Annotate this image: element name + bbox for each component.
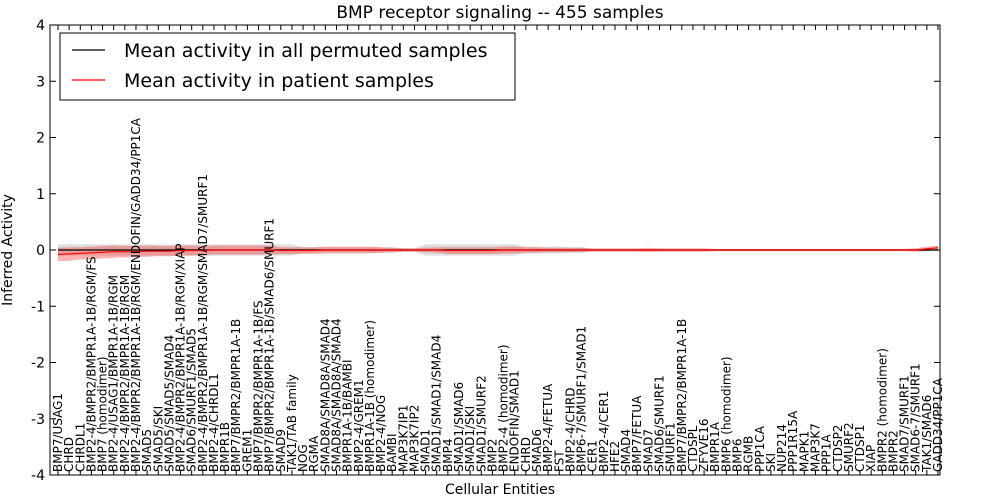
x-tick-label: BMPR2 (homodimer): [875, 348, 889, 472]
x-tick-label: BMPR1A-1B (homodimer): [363, 320, 377, 472]
x-tick-label: BMP4: [441, 439, 455, 472]
x-tick-label: SMAD7: [641, 429, 655, 472]
x-tick-label: PPP1A: [820, 434, 834, 472]
x-tick-label: SMAD4: [619, 429, 633, 472]
x-tick-label: SMAD1/SMAD1/SMAD4: [430, 335, 444, 472]
x-tick-label: ENDOFIN/SMAD1: [508, 370, 522, 472]
x-tick-label: XIAP: [864, 445, 878, 472]
x-tick-label: GREM1: [240, 429, 254, 472]
x-tick-label: BMP2-4/BMPR2/BMPR1A-1B/RGM: [118, 275, 132, 472]
x-tick-label: SMAD6/SMURF1: [653, 375, 667, 472]
y-tick-label: -4: [31, 468, 45, 484]
x-tick-label: ZFYVE16: [697, 418, 711, 472]
x-tick-label: SMURF1: [664, 422, 678, 472]
y-tick-label: -1: [31, 299, 45, 315]
legend: Mean activity in all permuted samples Me…: [59, 32, 516, 101]
x-tick-label: BMP6-7/SMURF1/SMAD1: [575, 326, 589, 472]
x-tick-label: CHRDL1: [73, 423, 87, 472]
x-tick-label: BMPR1A: [708, 421, 722, 472]
x-tick-label: BMP2: [485, 439, 499, 472]
x-tick-label: SMAD1/SKI: [463, 406, 477, 472]
x-tick-label: SMAD1: [419, 429, 433, 472]
x-tick-label: SMAD5/SMAD5/SMAD4: [162, 335, 176, 472]
x-tick-label: SMAD8A/SMAD8A/SMAD4: [318, 318, 332, 472]
x-tick-label: PPP1R15A: [786, 410, 800, 472]
x-tick-label: BMPR1A-1B/BAMBI: [341, 359, 355, 472]
x-tick-label: SMAD1/SMAD6: [452, 382, 466, 472]
x-tick-label: RGMB: [742, 436, 756, 472]
x-tick-label: BMP2-4/CHRDL1: [207, 373, 221, 472]
x-tick-label: SMAD8A/SMAD8A/SMAD4: [329, 318, 343, 472]
chart-title: BMP receptor signaling -- 455 samples: [336, 3, 663, 23]
x-tick-label: BMP2-4 (homodimer): [497, 344, 511, 472]
legend-box: [59, 32, 516, 101]
x-tick-label: BMP2-4/BMPR2/BMPR1A-1B/RGM/FS: [84, 256, 98, 472]
x-tick-label: BMP7/BMPR2/BMPR1A-1B: [675, 319, 689, 472]
x-tick-label: SMAD6-7/SMURF1: [909, 363, 923, 472]
x-tick-label: BMP7/FETUA: [630, 395, 644, 472]
x-tick-label: SMAD5/SKI: [151, 406, 165, 472]
x-tick-label: SMAD9: [274, 429, 288, 472]
y-tick-label: 0: [36, 243, 45, 259]
band-patient: [58, 245, 938, 262]
x-tick-label: BMP7/USAG1: [51, 393, 65, 472]
x-tick-label: BMP2-4/USAG1/BMPR1A-1B/RGM: [107, 275, 121, 472]
x-tick-label: BMP2-4/BMPR2/BMPR1A-1B/RGM/ENDOFIN/GADD3…: [129, 117, 143, 472]
x-tick-label: BMP2-4/NOG: [374, 395, 388, 472]
series-line-patient: [57, 247, 939, 256]
x-tick-label: SMAD6: [530, 429, 544, 472]
x-tick-label: HFE2: [608, 441, 622, 472]
x-tick-label: CTDSPL: [686, 425, 700, 472]
x-tick-label: BMP2-4/CER1: [597, 391, 611, 472]
y-tick-label: -2: [31, 356, 45, 372]
x-tick-label: BMP7 (homodimer): [96, 356, 110, 472]
x-tick-label: BMPR2: [886, 430, 900, 472]
x-tick-label: MAP3K7IP1: [396, 405, 410, 472]
x-tick-label: SMAD5: [140, 429, 154, 472]
x-tick-label: PPP1CA: [753, 425, 767, 472]
x-tick-label: CHRD: [519, 437, 533, 472]
x-tick-label: MAPK1: [797, 431, 811, 472]
x-tick-label: CTDSP2: [831, 425, 845, 472]
x-tick-label: BMP2-4/CHRD: [563, 388, 577, 472]
x-tick-label: SMAD7/SMURF1: [898, 375, 912, 472]
x-tick-label: CHRD: [62, 437, 76, 472]
y-tick-label: 1: [36, 187, 45, 203]
x-tick-label: BMP7/BMPR2/BMPR1A-1B/SMAD6/SMURF1: [263, 218, 277, 472]
x-tick-label: GADD34/PP1CA: [931, 377, 945, 472]
x-tick-label: BMP2-4/FETUA: [541, 383, 555, 472]
x-tick-label: MAP3K7: [808, 423, 822, 472]
x-tick-label: SMAD6/SMURF1/SMAD5: [185, 328, 199, 472]
x-tick-label: TAK1/TAB family: [285, 374, 299, 473]
y-tick-label: 2: [36, 131, 45, 147]
x-tick-label: SKI: [764, 453, 778, 472]
x-tick-label: MAP3K7IP2: [407, 405, 421, 472]
x-tick-label: SMAD1/SMURF2: [474, 375, 488, 472]
x-tick-label: BMP7/BMPR2/BMPR1A-1B: [229, 319, 243, 472]
x-tick-label: BAMBI: [385, 433, 399, 472]
x-tick-label: CER1: [586, 440, 600, 472]
x-axis-title: Cellular Entities: [445, 482, 555, 498]
x-tick-label: BMP2-4/BMPR2/BMPR1A-1B/RGM/SMAD7/SMURF1: [196, 174, 210, 472]
y-axis-title: Inferred Activity: [0, 194, 16, 306]
legend-label-patient: Mean activity in patient samples: [124, 70, 434, 92]
x-tick-label: BMP2-4/BMPR2/BMPR1A-1B/RGM/XIAP: [174, 243, 188, 472]
x-tick-label: FST: [552, 450, 566, 472]
x-tick-label: RGMA: [307, 435, 321, 472]
x-tick-label: BMP6 (homodimer): [719, 356, 733, 472]
x-tick-label: CTDSP1: [853, 425, 867, 472]
y-tick-label: 4: [36, 18, 45, 34]
x-tick-label: BMP2-4/GREM1: [352, 379, 366, 472]
x-tick-label: SMURF2: [842, 422, 856, 472]
x-tick-label: NUP214: [775, 424, 789, 472]
y-tick-label: -3: [31, 412, 45, 428]
x-tick-label: BMPR1B: [218, 422, 232, 472]
legend-label-permuted: Mean activity in all permuted samples: [124, 40, 487, 62]
x-tick-label: TAK1/SMAD6: [920, 395, 934, 473]
x-tick-label: NOG: [296, 444, 310, 472]
x-tick-label: BMP6: [730, 439, 744, 472]
x-tick-label: BMP7/BMPR2/BMPR1A-1B/FS: [252, 300, 266, 472]
y-tick-label: 3: [36, 74, 45, 90]
